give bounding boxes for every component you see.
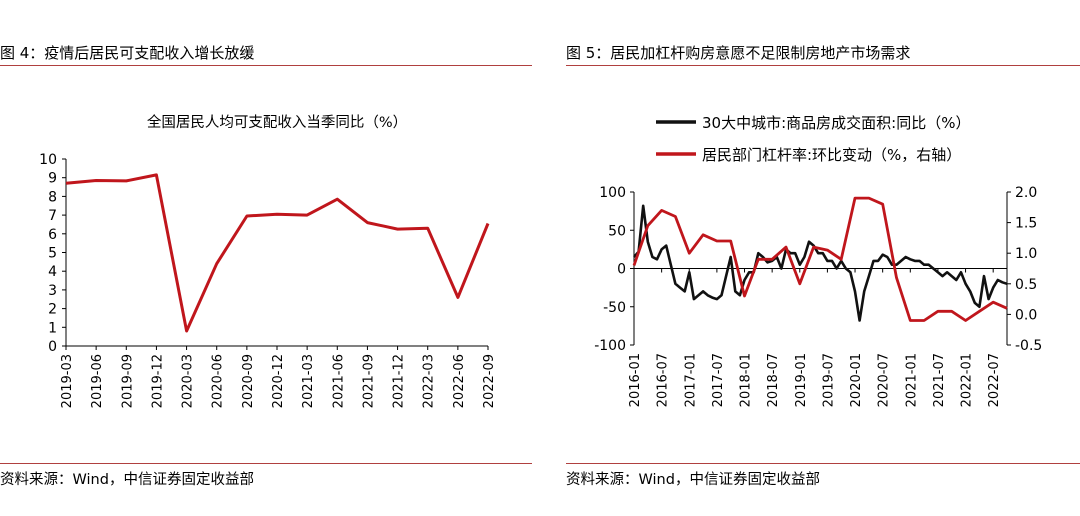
x-tick-label: 2022-07 [987,353,1002,407]
x-tick-label: 2020-06 [211,354,226,408]
x-tick-label: 2019-06 [90,354,105,408]
legend-label: 30大中城市:商品房成交面积:同比（%） [702,114,970,132]
x-tick-label: 2022-01 [960,353,975,407]
x-tick-label: 2018-01 [739,353,754,407]
series-line-housing-sales-yoy [633,204,1008,322]
right-y-tick-label: 0.5 [1015,277,1037,293]
figure-5-source: 资料来源：Wind，中信证券固定收益部 [566,472,820,488]
y-tick-label: 4 [48,264,57,280]
legend-label: 居民部门杠杆率:环比变动（%，右轴） [702,146,961,164]
right-y-tick-label: 1.5 [1015,216,1037,232]
right-y-tick-label: 0.0 [1015,307,1037,323]
x-tick-label: 2020-07 [877,353,892,407]
x-tick-label: 2020-12 [271,354,286,408]
x-tick-label: 2022-06 [452,354,467,408]
y-tick-label: 2 [48,302,57,318]
figure-4-source: 资料来源：Wind，中信证券固定收益部 [0,472,254,488]
y-tick-label: 5 [48,246,57,262]
left-y-tick-label: -100 [594,338,626,354]
income-growth-chart: 全国居民人均可支配收入当季同比（%） 0 1 2 3 4 5 6 7 8 9 10 2019-03 201… [39,113,497,408]
x-tick-label: 2022-09 [482,354,497,408]
left-y-tick-label: 50 [608,223,626,239]
x-tick-label: 2022-03 [422,354,437,408]
title-rule [0,65,532,66]
x-tick-label: 2019-12 [150,354,165,408]
y-tick-label: 3 [48,283,57,299]
x-tick-label: 2021-06 [331,354,346,408]
x-tick-label: 2019-09 [120,354,135,408]
x-tick-label: 2021-01 [904,353,919,407]
x-tick-label: 2019-01 [794,353,809,407]
x-tick-label: 2016-07 [656,353,671,407]
x-tick-label: 2020-01 [849,353,864,407]
series-line-income-growth [65,173,490,333]
y-tick-label: 9 [48,171,57,187]
y-tick-label: 7 [48,208,57,224]
left-y-tick-label: 0 [617,262,626,278]
x-tick-label: 2020-03 [181,354,196,408]
chart-title: 全国居民人均可支配收入当季同比（%） [147,113,407,131]
y-tick-label: 0 [48,339,57,355]
y-tick-label: 8 [48,189,57,205]
x-tick-label: 2017-07 [711,353,726,407]
x-tick-label: 2021-09 [361,354,376,408]
source-rule [0,463,532,464]
y-tick-label: 10 [39,152,57,168]
series-line-household-leverage [632,196,1008,322]
source-rule [566,463,1080,464]
x-tick-label: 2017-01 [683,353,698,407]
x-tick-label: 2019-07 [821,353,836,407]
figure-5-title: 图 5：居民加杠杆购房意愿不足限制房地产市场需求 [566,44,911,62]
left-y-tick-label: -50 [603,300,626,316]
figure-4-title: 图 4：疫情后居民可支配收入增长放缓 [0,44,255,62]
right-y-tick-label: -0.5 [1015,338,1042,354]
right-y-tick-label: 1.0 [1015,246,1037,262]
x-tick-label: 2018-07 [766,353,781,407]
title-rule [566,65,1080,66]
housing-leverage-chart: 30大中城市:商品房成交面积:同比（%） 居民部门杠杆率:环比变动（%，右轴） -1… [594,114,1042,407]
right-y-tick-label: 2.0 [1015,185,1037,201]
x-tick-label: 2021-12 [392,354,407,408]
x-tick-label: 2020-09 [241,354,256,408]
x-tick-label: 2016-01 [628,353,643,407]
x-tick-label: 2021-03 [301,354,316,408]
x-tick-label: 2021-07 [932,353,947,407]
y-tick-label: 1 [48,320,57,336]
x-tick-label: 2019-03 [60,354,75,408]
left-y-tick-label: 100 [599,185,626,201]
left-figure-panel: 图 4：疫情后居民可支配收入增长放缓 全国居民人均可支配收入当季同比（%） 0 1 2… [0,0,532,516]
y-tick-label: 6 [48,227,57,243]
right-figure-panel: 图 5：居民加杠杆购房意愿不足限制房地产市场需求 30大中城市:商品房成交面积:… [566,0,1080,516]
